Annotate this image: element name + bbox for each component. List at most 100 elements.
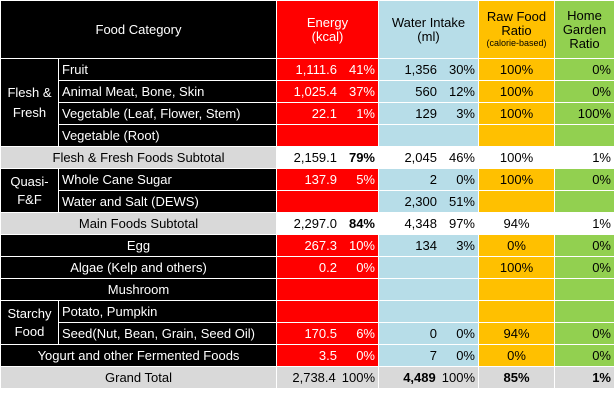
row-label: Seed(Nut, Bean, Grain, Seed Oil) [58, 322, 277, 345]
home-cell: 0% [554, 344, 614, 367]
water-cell [378, 124, 479, 147]
energy-cell: 2,738.4 100% [276, 366, 379, 389]
energy-value: 137.9 [304, 171, 337, 187]
energy-pct: 1% [356, 105, 375, 121]
home-cell: 0% [554, 234, 614, 257]
energy-cell [276, 190, 379, 213]
energy-value: 170.5 [304, 325, 337, 341]
energy-cell: 22.1 1% [276, 102, 379, 125]
energy-value: 1,025.4 [293, 83, 337, 99]
group-flesh: Flesh & Fresh [0, 58, 59, 147]
subtotal-row: Flesh & Fresh Foods Subtotal 2,159.1 79% … [0, 146, 614, 169]
row-label: Water and Salt (DEWS) [58, 190, 277, 213]
water-value: 2,045 [404, 149, 437, 165]
raw-cell: 94% [478, 322, 555, 345]
water-pct: 30% [448, 61, 475, 77]
water-pct: 46% [448, 149, 475, 165]
row-label: Grand Total [0, 366, 277, 389]
home-cell: 0% [554, 168, 614, 191]
row-label: Main Foods Subtotal [0, 212, 277, 235]
water-cell [378, 300, 479, 323]
food-table: Food Category Energy (kcal) Water Intake… [0, 0, 614, 389]
energy-value: 3.5 [318, 347, 337, 363]
water-value: 129 [415, 105, 437, 121]
row-label: Vegetable (Root) [58, 124, 277, 147]
energy-value: 1,111.6 [295, 61, 337, 77]
table-row: Vegetable (Leaf, Flower, Stem) 22.1 1% 12… [1, 102, 614, 125]
water-cell: 2,045 46% [378, 146, 479, 169]
table-row: Vegetable (Root) [1, 124, 614, 147]
home-cell: 0% [554, 58, 614, 81]
table-row: Algae (Kelp and others) 0.2 0% 100% 0% [0, 256, 614, 279]
energy-value: 2,738.4 [292, 369, 336, 385]
energy-cell: 0.2 0% [276, 256, 379, 279]
energy-cell: 267.3 10% [276, 234, 379, 257]
water-value: 134 [415, 237, 437, 253]
water-cell: 560 12% [378, 80, 479, 103]
water-value: 1,356 [404, 61, 437, 77]
row-label: Animal Meat, Bone, Skin [58, 80, 277, 103]
table-row: Quasi-F&F Whole Cane Sugar 137.9 5% 2 0% 1… [0, 168, 614, 213]
energy-pct: 41% [348, 61, 375, 77]
group-starchy: Starchy Food [0, 300, 59, 345]
energy-cell [276, 124, 379, 147]
raw-cell: 100% [478, 256, 555, 279]
table-row: Animal Meat, Bone, Skin 1,025.4 37% 560 12… [1, 80, 614, 103]
water-pct: 97% [448, 215, 475, 231]
group-quasi: Quasi-F&F [0, 168, 59, 213]
raw-cell: 100% [478, 146, 555, 169]
row-label: Whole Cane Sugar [58, 168, 277, 191]
raw-cell [478, 190, 555, 213]
table-row: Egg 267.3 10% 134 3% 0% 0% [0, 234, 614, 257]
energy-cell: 137.9 5% [276, 168, 379, 191]
energy-pct: 5% [356, 171, 375, 187]
row-label: Yogurt and other Fermented Foods [0, 344, 277, 367]
row-label: Potato, Pumpkin [58, 300, 277, 323]
water-pct: 3% [456, 237, 475, 253]
water-value: 7 [429, 347, 437, 363]
raw-cell [478, 278, 555, 301]
table-row: Water and Salt (DEWS) 2,300 51% [1, 190, 614, 213]
energy-pct: 6% [356, 325, 375, 341]
home-cell [554, 124, 614, 147]
water-pct: 0% [456, 347, 475, 363]
energy-pct: 84% [348, 215, 375, 231]
table-row: Yogurt and other Fermented Foods 3.5 0% 7… [0, 344, 614, 367]
table-row: Starchy Food Potato, Pumpkin [0, 300, 614, 345]
table-row: Seed(Nut, Bean, Grain, Seed Oil) 170.5 6%… [1, 322, 614, 345]
water-value: 2,300 [404, 193, 437, 209]
header-water: Water Intake (ml) [378, 0, 479, 59]
home-cell: 0% [554, 80, 614, 103]
home-cell: 0% [554, 322, 614, 345]
raw-cell: 0% [478, 344, 555, 367]
header-water-unit: (ml) [417, 28, 440, 44]
water-value: 0 [429, 325, 437, 341]
header-row: Food Category Energy (kcal) Water Intake… [0, 0, 614, 59]
energy-pct: 0% [356, 347, 375, 363]
home-cell: 100% [554, 102, 614, 125]
header-energy-label: Energy [306, 14, 349, 30]
raw-cell: 85% [478, 366, 555, 389]
water-cell: 134 3% [378, 234, 479, 257]
subtotal-row: Main Foods Subtotal 2,297.0 84% 4,348 97% … [0, 212, 614, 235]
row-label: Flesh & Fresh Foods Subtotal [0, 146, 277, 169]
header-food-category: Food Category [0, 0, 277, 59]
raw-cell: 100% [478, 168, 555, 191]
home-cell [554, 278, 614, 301]
energy-value: 2,297.0 [293, 215, 337, 231]
raw-cell: 100% [478, 58, 555, 81]
home-cell: 0% [554, 256, 614, 279]
grand-total-row: Grand Total 2,738.4 100% 4,489 100% 85% 1% [0, 366, 614, 389]
energy-cell: 170.5 6% [276, 322, 379, 345]
energy-pct: 79% [348, 149, 375, 165]
raw-cell: 94% [478, 212, 555, 235]
water-value: 560 [415, 83, 437, 99]
water-cell [378, 256, 479, 279]
energy-pct: 100% [341, 369, 375, 385]
energy-value: 22.1 [311, 105, 337, 121]
energy-cell: 2,159.1 79% [276, 146, 379, 169]
header-water-label: Water Intake [391, 14, 466, 30]
table-row: Mushroom [0, 278, 614, 301]
energy-value: 0.2 [318, 259, 337, 275]
water-cell: 4,489 100% [378, 366, 479, 389]
